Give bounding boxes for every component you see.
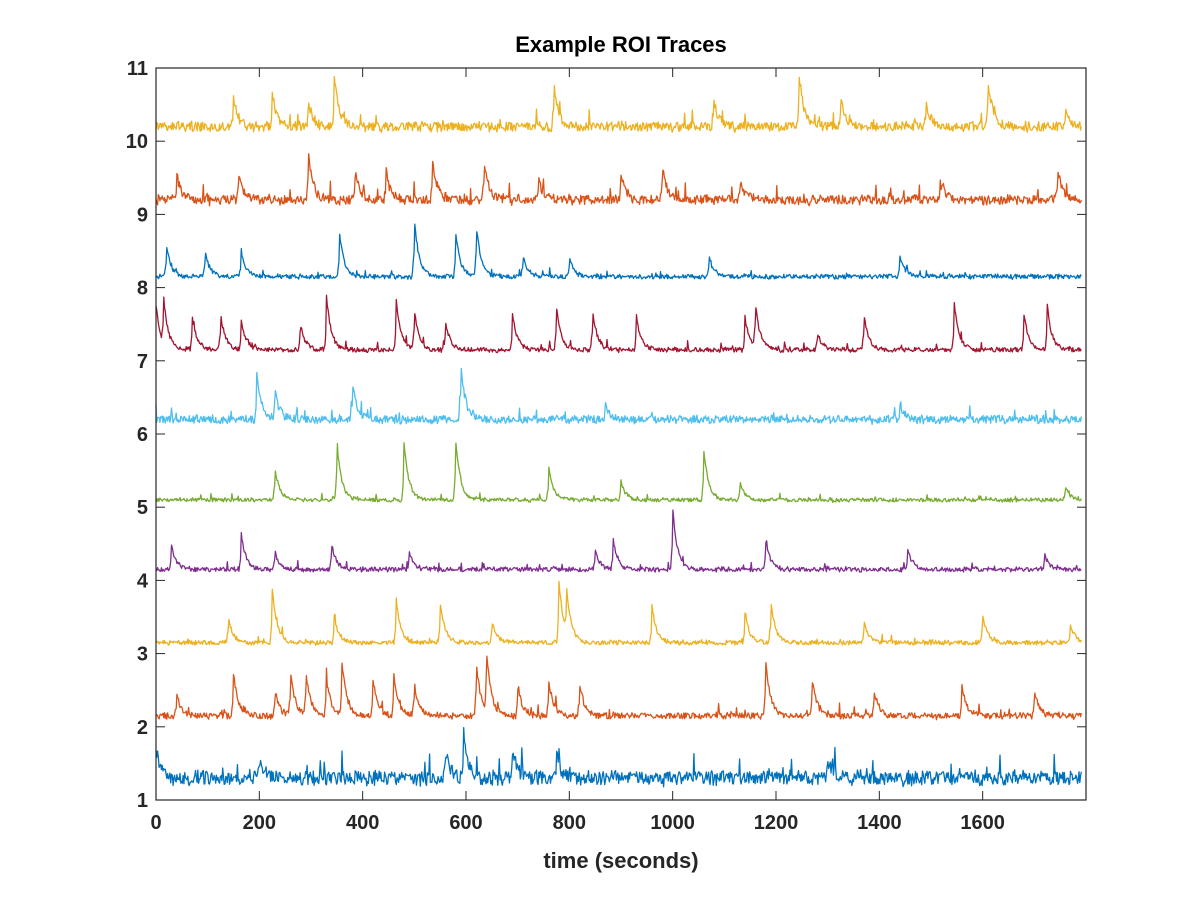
y-tick-label: 3: [137, 644, 148, 666]
y-axis: 1 2 3 4 5 6 7 8 9 10 11: [126, 58, 1086, 812]
y-tick-label: 10: [126, 131, 148, 153]
y-tick-label: 6: [137, 424, 148, 446]
roi-trace-1: [155, 726, 1082, 788]
x-tick-label: 1400: [857, 812, 902, 834]
roi-trace-7: [155, 294, 1082, 354]
y-tick-label: 1: [137, 790, 148, 812]
roi-trace-4: [155, 509, 1082, 573]
plot-area: [156, 68, 1086, 800]
y-tick-label: 4: [137, 570, 149, 592]
roi-trace-3: [155, 580, 1082, 646]
roi-trace-6: [155, 367, 1082, 426]
x-axis-title: time (seconds): [543, 848, 698, 873]
x-tick-label: 400: [346, 812, 379, 834]
x-tick-label: 1000: [650, 812, 695, 834]
series-layer: [155, 76, 1082, 788]
x-tick-label: 1200: [754, 812, 799, 834]
x-tick-label: 0: [150, 812, 161, 834]
y-tick-label: 2: [137, 717, 148, 739]
x-tick-label: 800: [553, 812, 586, 834]
roi-trace-8: [155, 223, 1082, 281]
x-tick-label: 200: [243, 812, 276, 834]
x-axis: 0 200 400 600 800 1000 1200 1400 1600: [150, 68, 1005, 834]
roi-trace-10: [155, 76, 1082, 133]
roi-trace-9: [155, 153, 1082, 207]
y-tick-label: 8: [137, 278, 148, 300]
y-tick-label: 7: [137, 351, 148, 373]
roi-trace-5: [155, 442, 1082, 503]
y-tick-label: 11: [127, 58, 148, 80]
roi-trace-2: [155, 655, 1082, 721]
chart-title: Example ROI Traces: [515, 32, 727, 57]
x-tick-label: 1600: [960, 812, 1005, 834]
x-tick-label: 600: [449, 812, 482, 834]
y-tick-label: 9: [137, 204, 148, 226]
y-tick-label: 5: [137, 497, 148, 519]
